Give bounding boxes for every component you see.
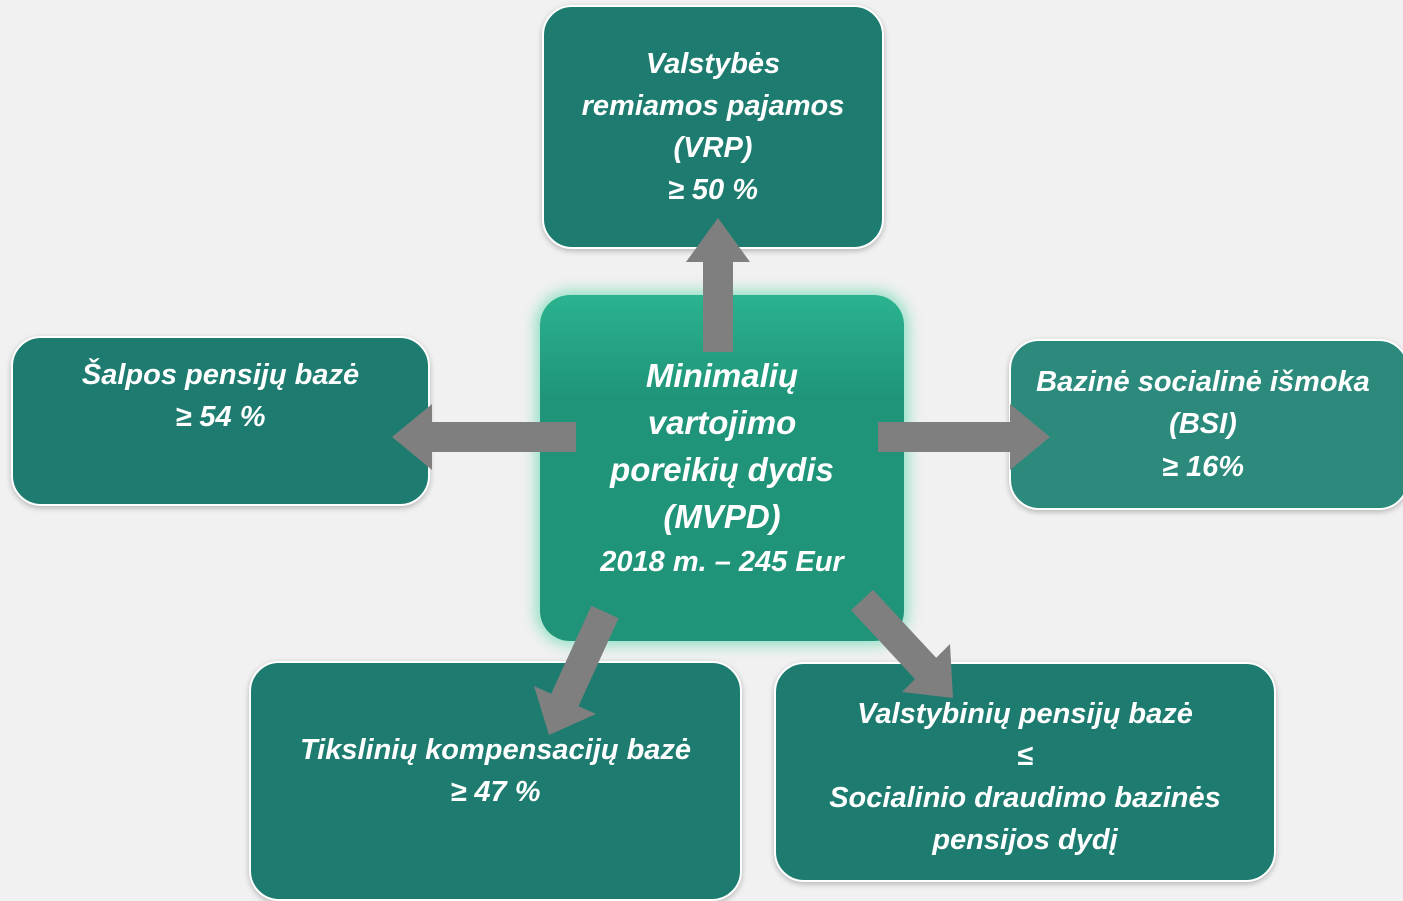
node-text: ≥ 47 % <box>450 776 541 809</box>
node-text: ≥ 50 % <box>667 174 759 207</box>
node-text: (MVPD) <box>663 497 781 535</box>
node-text: Bazinė socialinė išmoka <box>1036 366 1370 399</box>
center-node: Minimalių vartojimo poreikių dydis (MVPD) 20… <box>540 295 904 641</box>
node-text: pensijos dydį <box>932 824 1118 857</box>
node-text: (BSI) <box>1169 408 1237 441</box>
node-text: Minimalių <box>645 357 799 395</box>
node: Tikslinių kompensacijų bazė ≥ 47 % <box>249 661 742 901</box>
node-text: poreikių dydis <box>610 450 834 488</box>
node-text: vartojimo <box>647 403 797 441</box>
node-text: 2018 m. – 245 Eur <box>600 545 844 578</box>
node-text: Tikslinių kompensacijų bazė <box>299 734 692 766</box>
node: Šalpos pensijų bazė ≥ 54 % <box>11 336 430 506</box>
node-text: Socialinio draudimo bazinės <box>829 782 1221 814</box>
node-text: ≥ 54 % <box>175 401 266 434</box>
node-text: remiamos pajamos <box>581 89 845 122</box>
node: Bazinė socialinė išmoka (BSI) ≥ 16% <box>1009 339 1403 510</box>
node-text: Šalpos pensijų bazė <box>81 359 360 391</box>
node-text: ≤ <box>1017 739 1033 772</box>
node: Valstybinių pensijų bazė ≤ Socialinio drau… <box>774 662 1276 882</box>
node-text: Valstybinių pensijų bazė <box>857 697 1193 730</box>
node: Valstybės remiamos pajamos (VRP) ≥ 50 % <box>542 5 884 249</box>
node-text: Valstybės <box>645 47 781 80</box>
node-text: (VRP) <box>673 132 753 164</box>
node-text: ≥ 16% <box>1161 450 1244 483</box>
